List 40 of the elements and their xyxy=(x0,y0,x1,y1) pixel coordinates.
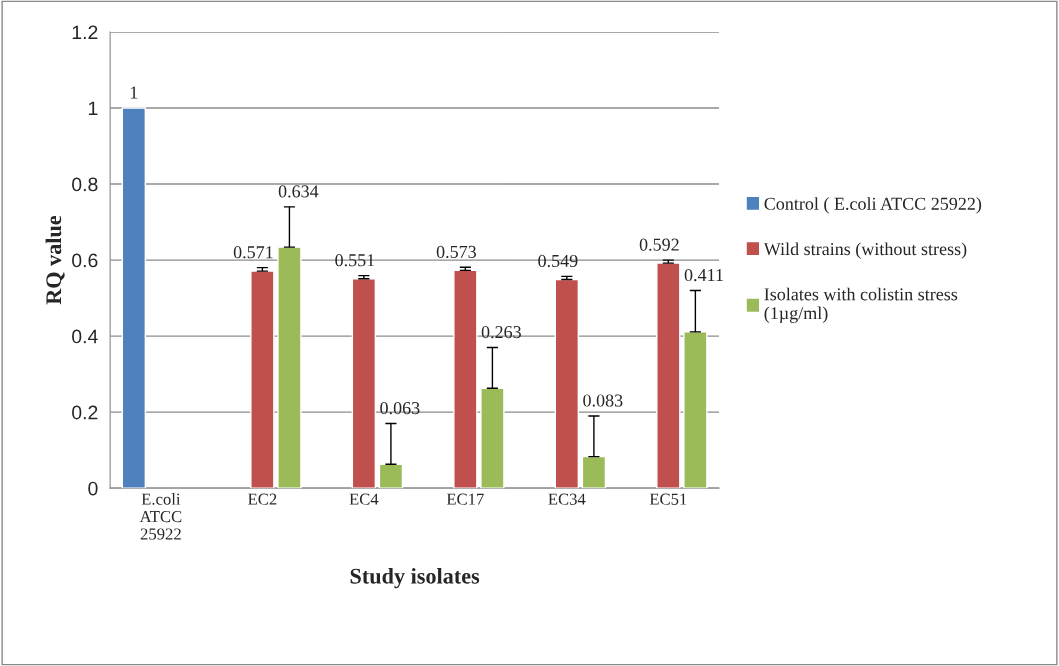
x-axis-title: Study isolates xyxy=(350,568,480,589)
bar xyxy=(554,278,580,489)
legend-label: Control ( E.coli ATCC 25922) xyxy=(764,197,982,214)
x-tick-label: EC4 xyxy=(349,493,379,505)
y-tick-label: 0.2 xyxy=(72,405,98,420)
x-tick-label: EC17 xyxy=(446,493,484,505)
bar xyxy=(656,262,681,489)
x-tick-label: EC34 xyxy=(548,493,586,505)
x-tick-label: EC51 xyxy=(649,493,687,505)
y-tick-label: 0 xyxy=(88,481,98,496)
data-label: 0.592 xyxy=(639,238,679,251)
data-label: 0.551 xyxy=(335,254,375,267)
legend-label: Isolates with colistin stress (1µg/ml) xyxy=(764,287,958,323)
data-label: 0.573 xyxy=(436,245,476,259)
legend-label: Wild strains (without stress) xyxy=(763,242,967,259)
bar xyxy=(581,455,607,489)
bar xyxy=(480,387,505,489)
bar xyxy=(378,463,404,489)
data-label: 0.634 xyxy=(278,185,319,198)
y-axis-title: RQ value xyxy=(45,215,65,305)
y-tick-label: 0.6 xyxy=(72,253,98,268)
bar xyxy=(121,107,147,489)
y-tick-label: 1 xyxy=(89,101,98,116)
data-label: 0.571 xyxy=(233,246,273,259)
x-tick-label: EC2 xyxy=(248,493,277,505)
data-label: 0.411 xyxy=(684,268,723,282)
y-tick-label: 1.2 xyxy=(72,25,98,40)
bar xyxy=(250,270,275,489)
y-tick-label: 0.8 xyxy=(72,177,98,192)
data-label: 0.549 xyxy=(538,254,578,268)
data-label: 0.083 xyxy=(583,394,623,407)
bar xyxy=(351,278,377,489)
data-label: 0.063 xyxy=(380,401,420,415)
y-tick-label: 0.4 xyxy=(72,329,98,344)
bar xyxy=(453,269,478,489)
bar xyxy=(683,331,708,489)
data-label: 0.263 xyxy=(481,325,521,339)
data-label: 1 xyxy=(130,86,138,99)
bar xyxy=(277,246,302,489)
x-tick-label: E.coli ATCC 25922 xyxy=(139,493,182,540)
